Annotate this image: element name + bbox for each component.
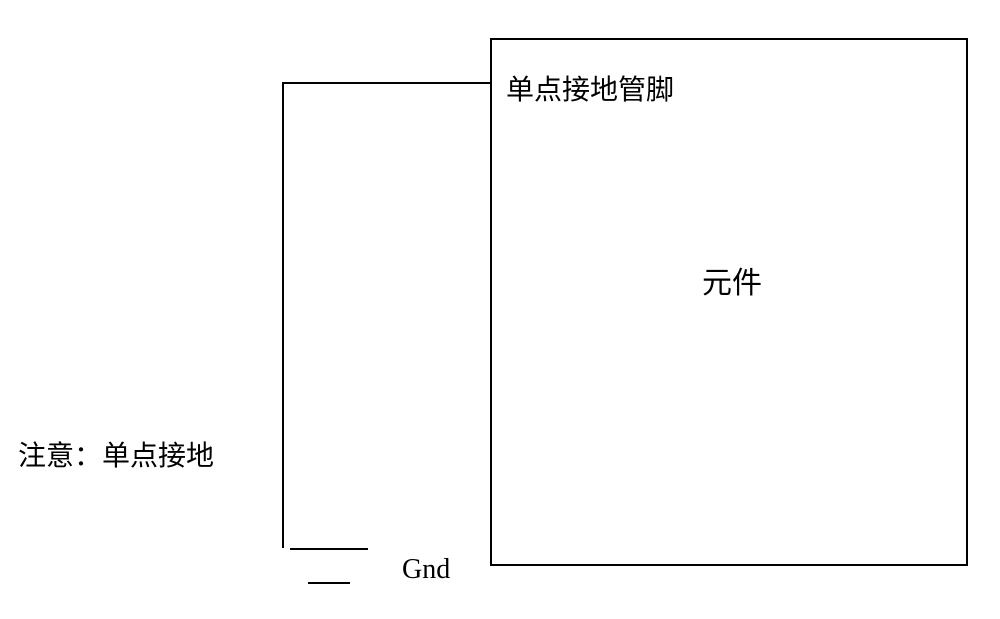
ground-top-line [290,548,368,550]
ground-label: Gnd [402,554,450,586]
component-label: 元件 [702,258,762,302]
note-label: 注意：单点接地 [18,434,214,474]
pin-label: 单点接地管脚 [506,68,674,108]
wire-horizontal [282,82,490,84]
wire-vertical [282,82,284,548]
diagram-canvas: 单点接地管脚 元件 注意：单点接地 Gnd [0,0,1000,619]
ground-bottom-line [308,582,350,584]
component-box [490,38,968,566]
